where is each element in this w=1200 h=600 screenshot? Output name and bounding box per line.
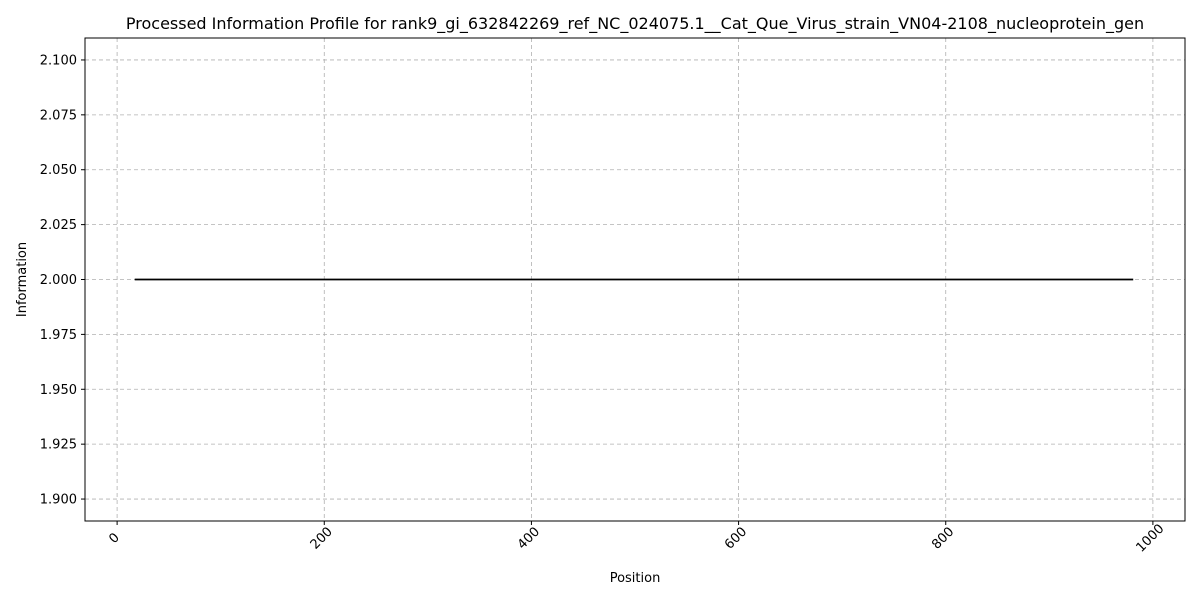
x-axis-ticks: 0 200 400 600 800 1000	[106, 521, 1167, 556]
y-tick-label: 2.000	[40, 273, 77, 288]
y-tick-label: 2.025	[40, 218, 77, 233]
y-tick-label: 1.950	[40, 383, 77, 398]
x-tick-label: 800	[929, 524, 957, 552]
x-axis-label: Position	[610, 571, 661, 586]
y-tick-label: 2.075	[40, 108, 77, 123]
x-tick-label: 0	[106, 530, 122, 546]
y-tick-label: 1.975	[40, 328, 77, 343]
x-tick-label: 400	[515, 524, 543, 552]
y-tick-label: 2.050	[40, 163, 77, 178]
y-axis-ticks: 1.900 1.925 1.950 1.975 2.000 2.025 2.050 2.075…	[40, 53, 85, 508]
x-tick-label: 200	[308, 524, 336, 552]
x-tick-label: 1000	[1133, 522, 1167, 556]
y-axis-label: Information	[15, 242, 30, 317]
chart-title: Processed Information Profile for rank9_…	[126, 14, 1144, 34]
x-tick-label: 600	[722, 524, 750, 552]
y-tick-label: 2.100	[40, 53, 77, 68]
y-tick-label: 1.925	[40, 438, 77, 453]
y-tick-label: 1.900	[40, 493, 77, 508]
